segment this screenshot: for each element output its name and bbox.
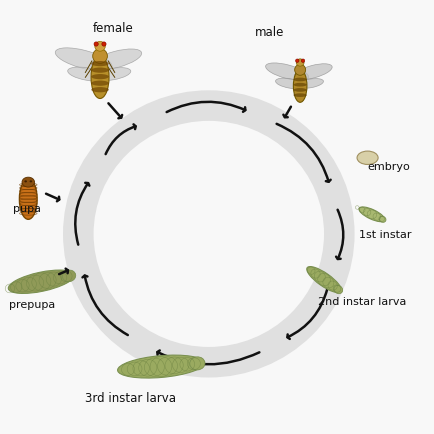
Text: prepupa: prepupa: [9, 299, 55, 309]
Text: 1st instar: 1st instar: [358, 230, 411, 239]
Ellipse shape: [189, 357, 204, 370]
Ellipse shape: [24, 181, 27, 183]
Ellipse shape: [95, 69, 131, 81]
Ellipse shape: [91, 75, 108, 80]
Ellipse shape: [91, 88, 108, 93]
Ellipse shape: [30, 181, 32, 183]
Ellipse shape: [92, 49, 107, 64]
Ellipse shape: [378, 217, 385, 223]
Ellipse shape: [301, 60, 304, 63]
Ellipse shape: [293, 70, 306, 103]
Text: 3rd instar larva: 3rd instar larva: [85, 391, 176, 404]
Ellipse shape: [293, 89, 306, 92]
Ellipse shape: [358, 207, 384, 222]
Text: female: female: [92, 22, 133, 35]
Ellipse shape: [306, 267, 341, 293]
Ellipse shape: [95, 42, 105, 52]
Ellipse shape: [94, 43, 98, 47]
Ellipse shape: [333, 286, 342, 294]
Ellipse shape: [68, 68, 106, 82]
Ellipse shape: [295, 60, 298, 63]
Ellipse shape: [265, 64, 308, 81]
Ellipse shape: [293, 94, 306, 98]
Ellipse shape: [293, 79, 306, 82]
Ellipse shape: [91, 62, 108, 67]
Ellipse shape: [275, 79, 303, 89]
Ellipse shape: [8, 270, 74, 294]
Ellipse shape: [356, 152, 377, 165]
Ellipse shape: [91, 81, 108, 87]
Text: embryo: embryo: [367, 162, 409, 172]
Ellipse shape: [117, 355, 204, 378]
Ellipse shape: [293, 65, 332, 80]
Ellipse shape: [91, 57, 109, 99]
Ellipse shape: [22, 178, 34, 187]
Ellipse shape: [55, 49, 112, 72]
Ellipse shape: [91, 50, 141, 71]
Ellipse shape: [293, 84, 306, 87]
Ellipse shape: [62, 270, 76, 282]
Ellipse shape: [297, 79, 323, 89]
Ellipse shape: [20, 180, 37, 220]
Text: pupa: pupa: [13, 204, 41, 213]
Ellipse shape: [102, 43, 106, 47]
Ellipse shape: [296, 60, 303, 67]
Ellipse shape: [91, 68, 108, 73]
Ellipse shape: [294, 65, 305, 76]
Text: male: male: [254, 26, 284, 39]
Text: 2nd instar larva: 2nd instar larva: [317, 297, 405, 306]
